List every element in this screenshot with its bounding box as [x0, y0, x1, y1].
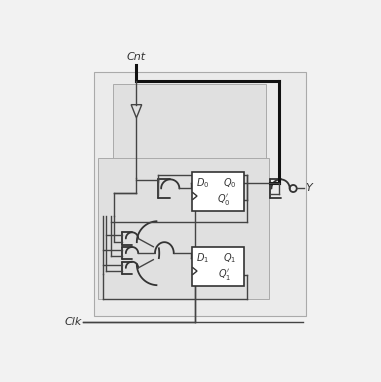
- Bar: [113, 84, 266, 210]
- Bar: [98, 158, 269, 299]
- Text: $Q_1'$: $Q_1'$: [218, 267, 231, 282]
- Text: $Q_0$: $Q_0$: [223, 176, 236, 190]
- Text: Clk: Clk: [64, 317, 82, 327]
- Text: $D_1$: $D_1$: [196, 251, 209, 265]
- Text: Y: Y: [306, 183, 312, 194]
- Bar: [94, 72, 306, 316]
- Text: $D_0$: $D_0$: [196, 176, 209, 190]
- Bar: [192, 247, 244, 286]
- Text: $Q_0'$: $Q_0'$: [218, 193, 231, 207]
- Text: Cnt: Cnt: [127, 52, 146, 62]
- Bar: [192, 172, 244, 210]
- Text: $Q_1$: $Q_1$: [223, 251, 236, 265]
